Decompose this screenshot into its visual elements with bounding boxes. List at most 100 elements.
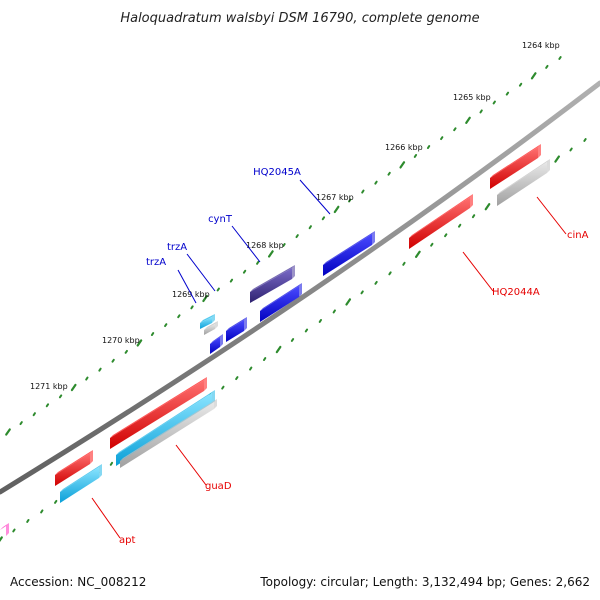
gene-feature-top — [226, 317, 247, 331]
gene-feature-end — [299, 283, 302, 297]
inner-tick-track — [0, 138, 587, 542]
inner-tick-mark — [304, 328, 309, 333]
outer-tick-mark — [479, 109, 483, 114]
gene-label[interactable]: apt — [119, 535, 135, 546]
gene-feature — [409, 197, 470, 249]
gene-feature-top — [260, 283, 302, 311]
outer-tick-mark — [361, 189, 365, 194]
outer-tick-mark — [32, 412, 36, 417]
gene-label[interactable]: guaD — [205, 481, 232, 492]
gene-feature-top — [110, 377, 207, 438]
inner-tick-mark — [332, 309, 336, 314]
label-leader-line — [536, 196, 567, 235]
outer-tick-mark — [505, 91, 510, 96]
gene-feature-end — [204, 377, 207, 391]
inner-tick-mark — [471, 214, 476, 219]
outer-tick-mark — [426, 145, 431, 150]
outer-tick-mark — [308, 225, 312, 230]
outer-tick-mark — [45, 403, 50, 408]
inner-tick-mark — [221, 385, 225, 390]
gene-feature-top — [323, 231, 375, 265]
gene-feature-end — [212, 390, 215, 404]
outer-tick-mark — [111, 358, 115, 363]
tick-label: 1266 kbp — [385, 143, 423, 152]
outer-tick-track — [5, 56, 562, 436]
gene-feature-end — [215, 321, 218, 329]
tick-label: 1265 kbp — [453, 93, 491, 102]
outer-tick-mark — [453, 127, 457, 132]
outer-tick-mark — [413, 153, 418, 158]
outer-tick-mark — [242, 269, 247, 274]
label-leader-line — [299, 179, 331, 215]
gene-label[interactable]: HQ2045A — [253, 167, 301, 178]
inner-tick-mark — [444, 233, 448, 238]
label-leader-line — [231, 225, 261, 263]
label-leader-line — [91, 497, 121, 539]
tick-label: 1271 kbp — [30, 382, 68, 391]
outer-tick-mark — [164, 323, 168, 328]
gene-feature-top — [210, 334, 223, 344]
tick-label: 1270 kbp — [102, 336, 140, 345]
gene-feature-end — [470, 194, 473, 208]
gene-feature-end — [90, 450, 93, 464]
gene-feature — [210, 337, 220, 354]
gene-feature — [250, 268, 292, 303]
inner-tick-mark — [318, 318, 323, 323]
gene-feature — [490, 147, 538, 189]
gene-feature-top — [490, 144, 541, 178]
outer-tick-mark — [282, 243, 286, 247]
gene-feature — [60, 467, 99, 503]
outer-tick-mark — [229, 278, 234, 283]
outer-tick-mark — [190, 305, 194, 310]
gene-feature-end — [212, 314, 215, 323]
gene-feature — [260, 286, 299, 322]
outer-tick-mark — [70, 383, 77, 392]
inner-tick-mark — [54, 499, 58, 504]
gene-label[interactable]: trzA — [167, 242, 187, 253]
outer-tick-mark — [267, 250, 274, 258]
gene-feature-end — [372, 231, 375, 245]
inner-tick-mark — [388, 271, 392, 276]
inner-tick-mark — [0, 536, 3, 542]
inner-tick-mark — [360, 290, 364, 295]
outer-tick-mark — [136, 339, 143, 347]
gene-feature-end — [292, 265, 295, 279]
gene-feature-top — [409, 194, 473, 238]
inner-tick-mark — [109, 461, 114, 466]
gene-feature — [323, 234, 372, 276]
outer-tick-mark — [440, 136, 444, 141]
tick-label: 1268 kbp — [246, 241, 284, 250]
inner-tick-mark — [569, 147, 573, 152]
gene-feature-end — [220, 334, 223, 347]
outer-tick-mark — [558, 56, 562, 60]
gene-feature-top — [116, 390, 215, 455]
gene-feature-top — [60, 464, 102, 492]
outer-tick-mark — [518, 82, 523, 87]
gene-feature — [120, 402, 214, 468]
gene-feature — [200, 317, 212, 329]
outer-tick-mark — [530, 72, 537, 80]
outer-tick-mark — [333, 205, 340, 214]
outer-tick-mark — [545, 64, 549, 69]
gene-label[interactable]: trzA — [146, 257, 166, 268]
gene-feature-end — [538, 144, 541, 158]
gene-feature-top — [0, 523, 9, 530]
outer-tick-mark — [387, 171, 391, 176]
gene-label[interactable]: HQ2044A — [492, 287, 540, 298]
gene-feature-top — [55, 450, 93, 475]
outer-tick-mark — [5, 428, 11, 436]
gene-label[interactable]: cynT — [208, 214, 233, 225]
label-leader-group — [91, 179, 567, 539]
inner-tick-mark — [402, 261, 406, 266]
gene-feature — [204, 324, 215, 335]
gene-feature — [55, 453, 90, 486]
gene-feature-top — [497, 159, 550, 195]
tick-label: 1267 kbp — [316, 193, 354, 202]
inner-tick-mark — [457, 223, 462, 228]
map-title: Haloquadratum walsbyi DSM 16790, complet… — [120, 11, 479, 26]
outer-tick-mark — [124, 349, 128, 354]
inner-tick-mark — [430, 242, 434, 247]
gene-label[interactable]: cinA — [567, 230, 589, 241]
